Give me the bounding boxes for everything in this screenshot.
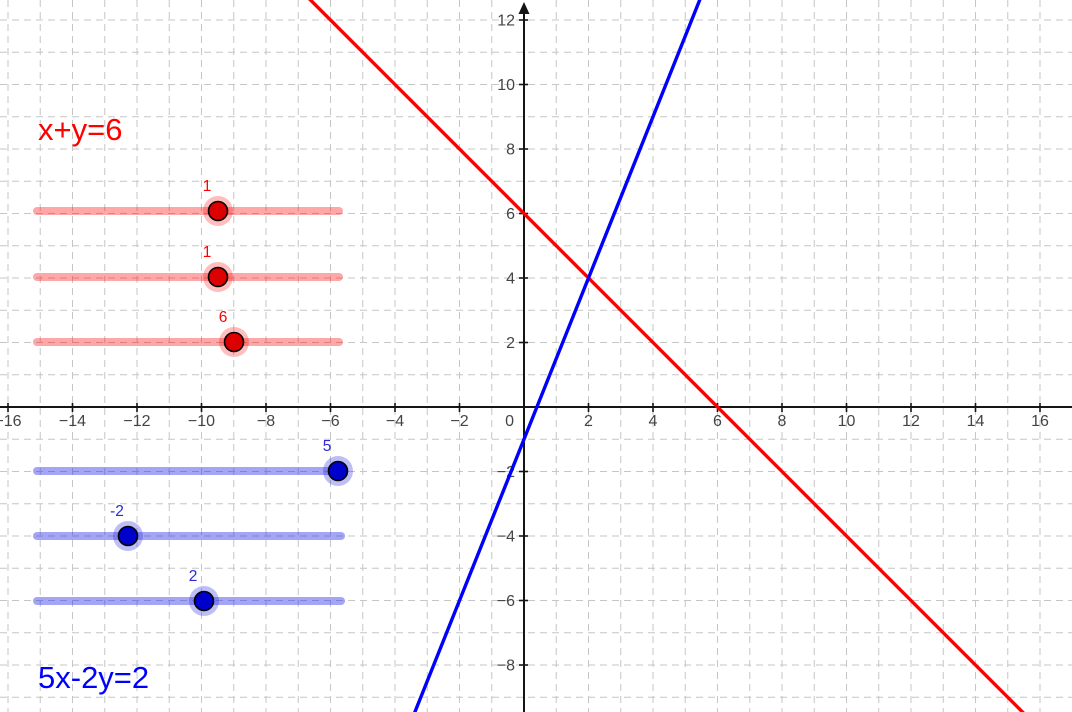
x-tick-label: 14 [967,413,985,430]
y-axis-arrow-icon [518,2,530,14]
blue-slider-1-value-label: 5 [323,438,332,455]
x-tick-label: −14 [59,413,86,430]
x-tick-label: −10 [188,413,215,430]
equation-label-blue[interactable]: 5x-2y=2 [38,660,150,695]
y-tick-label: −8 [497,658,515,675]
equation-label-red[interactable]: x+y=6 [38,112,123,147]
x-tick-label: 6 [713,413,722,430]
red-slider-2-value-label: 1 [203,244,212,261]
x-tick-label: −4 [386,413,404,430]
x-tick-label: −2 [450,413,468,430]
x-tick-label: 2 [584,413,593,430]
blue-slider-2-value-label: -2 [110,503,124,520]
y-tick-label: 8 [506,142,515,159]
x-tick-label: 16 [1031,413,1049,430]
x-tick-label: −16 [0,413,22,430]
y-tick-label: 4 [506,271,515,288]
x-tick-label: −12 [123,413,150,430]
y-tick-label: −6 [497,593,515,610]
red-slider-1-value-label: 1 [203,178,212,195]
y-tick-label: 10 [497,77,515,94]
y-tick-label: −4 [497,529,515,546]
red-slider-1-handle[interactable] [207,200,229,222]
blue-slider-1-handle[interactable] [327,460,349,482]
red-slider-3-handle[interactable] [223,331,245,353]
red-slider-2-handle[interactable] [207,266,229,288]
red-slider-3-value-label: 6 [219,309,228,326]
x-tick-label: 12 [902,413,920,430]
y-tick-label: 6 [506,206,515,223]
x-tick-label: 8 [778,413,787,430]
origin-label: 0 [505,413,514,430]
x-tick-label: −8 [257,413,275,430]
blue-slider-3-handle[interactable] [193,590,215,612]
x-tick-label: 10 [838,413,856,430]
blue-slider-3-value-label: 2 [189,568,198,585]
y-tick-label: 2 [506,335,515,352]
blue-slider-2-handle[interactable] [117,525,139,547]
x-tick-label: 4 [649,413,658,430]
y-tick-label: 12 [497,13,515,30]
x-tick-label: −6 [321,413,339,430]
